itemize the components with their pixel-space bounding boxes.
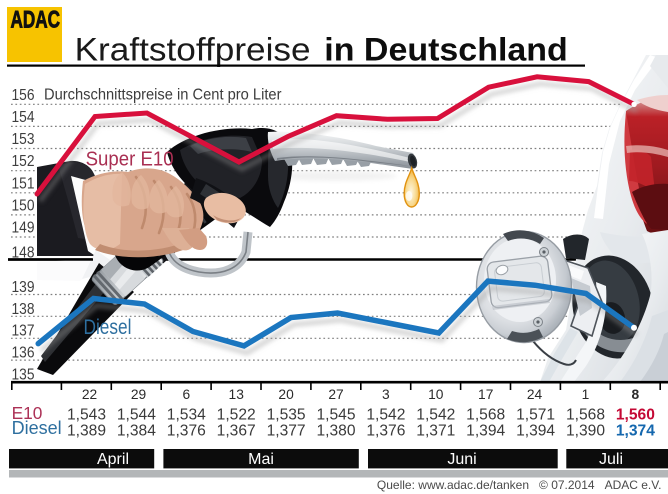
svg-text:1,367: 1,367 (217, 422, 256, 439)
svg-text:Quelle: www.adac.de/tanken ©: Quelle: www.adac.de/tanken © 07.2014 ADA… (377, 478, 662, 492)
svg-text:136: 136 (12, 345, 35, 362)
svg-text:1,390: 1,390 (566, 422, 605, 439)
svg-text:1,394: 1,394 (466, 422, 505, 439)
svg-text:Juli: Juli (599, 451, 623, 468)
svg-text:Diesel: Diesel (84, 316, 132, 339)
svg-text:ADAC: ADAC (11, 6, 61, 33)
svg-text:1,371: 1,371 (416, 422, 455, 439)
svg-text:150: 150 (12, 197, 35, 214)
svg-text:1,571: 1,571 (516, 407, 555, 424)
svg-text:154: 154 (12, 109, 35, 126)
svg-text:Mai: Mai (248, 451, 274, 468)
svg-text:1,389: 1,389 (67, 422, 106, 439)
svg-text:1,535: 1,535 (267, 407, 306, 424)
svg-text:1,394: 1,394 (516, 422, 555, 439)
svg-text:Kraftstoffpreise: Kraftstoffpreise (75, 32, 311, 68)
svg-text:149: 149 (12, 220, 35, 237)
svg-text:24: 24 (527, 387, 543, 402)
svg-text:137: 137 (12, 323, 35, 340)
svg-text:April: April (97, 451, 129, 468)
svg-text:1,560: 1,560 (616, 407, 655, 424)
svg-text:138: 138 (12, 301, 35, 318)
svg-text:Diesel: Diesel (12, 418, 62, 438)
svg-text:13: 13 (229, 387, 245, 402)
svg-text:1,376: 1,376 (366, 422, 405, 439)
svg-text:1,522: 1,522 (217, 407, 256, 424)
svg-text:6: 6 (182, 387, 190, 402)
svg-text:8: 8 (632, 387, 640, 402)
svg-text:1,380: 1,380 (316, 422, 355, 439)
svg-text:17: 17 (478, 387, 493, 402)
svg-text:1,377: 1,377 (267, 422, 306, 439)
svg-text:E10: E10 (12, 403, 43, 423)
svg-text:1,542: 1,542 (416, 407, 455, 424)
svg-text:153: 153 (12, 131, 35, 148)
svg-text:10: 10 (428, 387, 444, 402)
svg-text:1,534: 1,534 (167, 407, 206, 424)
svg-text:in Deutschland: in Deutschland (324, 32, 568, 68)
svg-text:1,568: 1,568 (466, 407, 505, 424)
svg-text:1,544: 1,544 (117, 407, 156, 424)
svg-text:1,568: 1,568 (566, 407, 605, 424)
svg-text:22: 22 (82, 387, 97, 402)
svg-text:152: 152 (12, 153, 35, 170)
svg-text:135: 135 (12, 366, 35, 383)
svg-text:139: 139 (12, 279, 35, 296)
svg-text:1,384: 1,384 (117, 422, 156, 439)
svg-text:3: 3 (382, 387, 390, 402)
svg-text:20: 20 (278, 387, 294, 402)
svg-text:27: 27 (328, 387, 343, 402)
svg-text:1,542: 1,542 (366, 407, 405, 424)
svg-text:Super E10: Super E10 (86, 147, 174, 170)
svg-text:148: 148 (12, 244, 35, 261)
svg-text:156: 156 (12, 87, 35, 104)
svg-text:1: 1 (582, 387, 590, 402)
svg-text:1,545: 1,545 (316, 407, 355, 424)
svg-text:1,543: 1,543 (67, 407, 106, 424)
svg-text:29: 29 (131, 387, 147, 402)
svg-text:151: 151 (12, 175, 35, 192)
svg-text:1,374: 1,374 (616, 422, 655, 439)
svg-text:Durchschnittspreise in Cent pr: Durchschnittspreise in Cent pro Liter (44, 86, 282, 103)
svg-text:1,376: 1,376 (167, 422, 206, 439)
svg-text:Juni: Juni (447, 451, 476, 468)
